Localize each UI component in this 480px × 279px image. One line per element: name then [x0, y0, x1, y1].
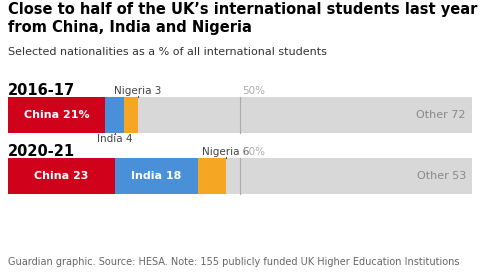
Text: 2020-21: 2020-21 [8, 144, 75, 159]
Bar [198, 158, 226, 194]
Text: Selected nationalities as a % of all international students: Selected nationalities as a % of all int… [8, 47, 327, 57]
Text: 50%: 50% [242, 86, 265, 96]
Bar [8, 158, 115, 194]
Text: Nigeria 3: Nigeria 3 [114, 86, 162, 96]
Text: 50%: 50% [242, 147, 265, 157]
Text: 2016-17: 2016-17 [8, 83, 75, 98]
Bar [8, 97, 106, 133]
Bar [226, 158, 472, 194]
Text: Nigeria 6: Nigeria 6 [203, 147, 250, 157]
Bar [138, 97, 472, 133]
Bar [124, 97, 138, 133]
Text: India 18: India 18 [132, 171, 181, 181]
Bar [115, 158, 198, 194]
Text: India 4: India 4 [97, 134, 132, 144]
Text: China 23: China 23 [34, 171, 88, 181]
Text: Other 72: Other 72 [417, 110, 466, 120]
Text: Other 53: Other 53 [417, 171, 466, 181]
Text: China 21%: China 21% [24, 110, 90, 120]
Text: Guardian graphic. Source: HESA. Note: 155 publicly funded UK Higher Education In: Guardian graphic. Source: HESA. Note: 15… [8, 257, 459, 267]
Text: Close to half of the UK’s international students last year came
from China, Indi: Close to half of the UK’s international … [8, 2, 480, 35]
Bar [106, 97, 124, 133]
